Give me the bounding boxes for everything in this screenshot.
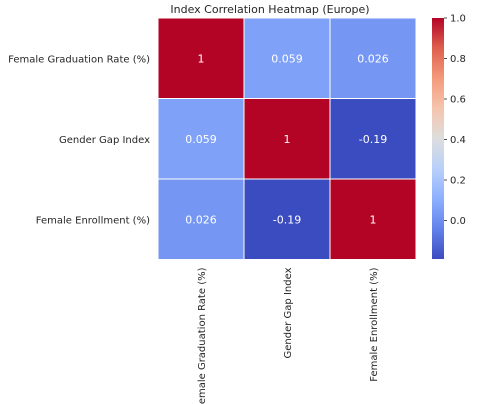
colorbar-tick-label: 0.2 <box>450 176 466 187</box>
heatmap-cell <box>243 17 331 99</box>
column-labels: Female Graduation Rate (%) Gender Gap Ind… <box>197 267 380 404</box>
heatmap-cell <box>329 178 417 260</box>
cell-value-label: 1 <box>370 213 377 226</box>
heatmap-cell <box>329 98 417 180</box>
chart-title: Index Correlation Heatmap (Europe) <box>170 3 369 16</box>
row-tick-label: Female Enrollment (%) <box>36 215 150 226</box>
column-tick-label: Gender Gap Index <box>283 267 294 358</box>
heatmap-cell <box>329 17 417 99</box>
cell-value-label: -0.19 <box>359 133 387 146</box>
cell-value-label: 0.026 <box>357 52 389 65</box>
cell-value-label: -0.19 <box>273 213 301 226</box>
heatmap-cell <box>243 178 331 260</box>
heatmap-cells: 1 0.059 0.026 0.059 1 -0.19 0.026 -0.19 1 <box>157 17 417 260</box>
column-tick-label: Female Graduation Rate (%) <box>197 267 208 404</box>
colorbar-tick-label: 0.4 <box>450 135 466 146</box>
colorbar: 0.0 0.2 0.4 0.6 0.8 1.0 <box>432 14 466 259</box>
cell-value-label: 0.059 <box>271 52 303 65</box>
cell-value-label: 1 <box>198 52 205 65</box>
heatmap-cell <box>243 98 331 180</box>
heatmap-cell <box>157 17 245 99</box>
row-labels: Female Graduation Rate (%) Gender Gap Ind… <box>8 54 150 226</box>
heatmap-cell <box>157 178 245 260</box>
row-tick-label: Gender Gap Index <box>59 135 150 146</box>
colorbar-tick-label: 0.6 <box>450 95 466 106</box>
colorbar-tick-label: 1.0 <box>450 14 466 25</box>
cell-value-label: 0.026 <box>185 213 217 226</box>
cell-value-label: 0.059 <box>185 133 217 146</box>
column-tick-label: Female Enrollment (%) <box>369 267 380 381</box>
colorbar-tick-label: 0.0 <box>450 216 466 227</box>
colorbar-gradient <box>432 18 444 259</box>
row-tick-label: Female Graduation Rate (%) <box>8 54 150 65</box>
cell-value-label: 1 <box>284 133 291 146</box>
heatmap-cell <box>157 98 245 180</box>
colorbar-tick-label: 0.8 <box>450 54 466 65</box>
